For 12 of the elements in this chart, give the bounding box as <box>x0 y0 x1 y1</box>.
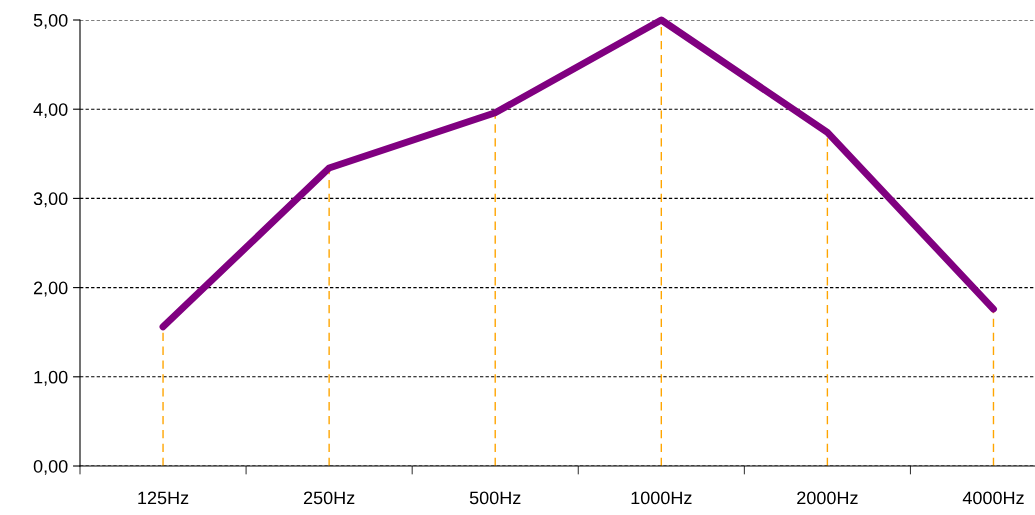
x-tick-label: 1000Hz <box>631 491 692 505</box>
y-tick-label: 0,00 <box>33 459 68 475</box>
x-tick-label: 2000Hz <box>797 491 858 505</box>
y-tick-label: 4,00 <box>33 103 68 119</box>
y-tick-label: 2,00 <box>33 281 68 297</box>
x-tick-label: 500Hz <box>469 491 521 505</box>
x-tick-label: 125Hz <box>138 491 189 505</box>
y-tick-label: 1,00 <box>34 370 68 386</box>
y-tick-label: 5,00 <box>33 13 68 29</box>
x-tick-label: 250Hz <box>303 491 355 505</box>
y-tick-label: 3,00 <box>33 192 68 208</box>
x-tick-label: 4000Hz <box>962 491 1024 505</box>
